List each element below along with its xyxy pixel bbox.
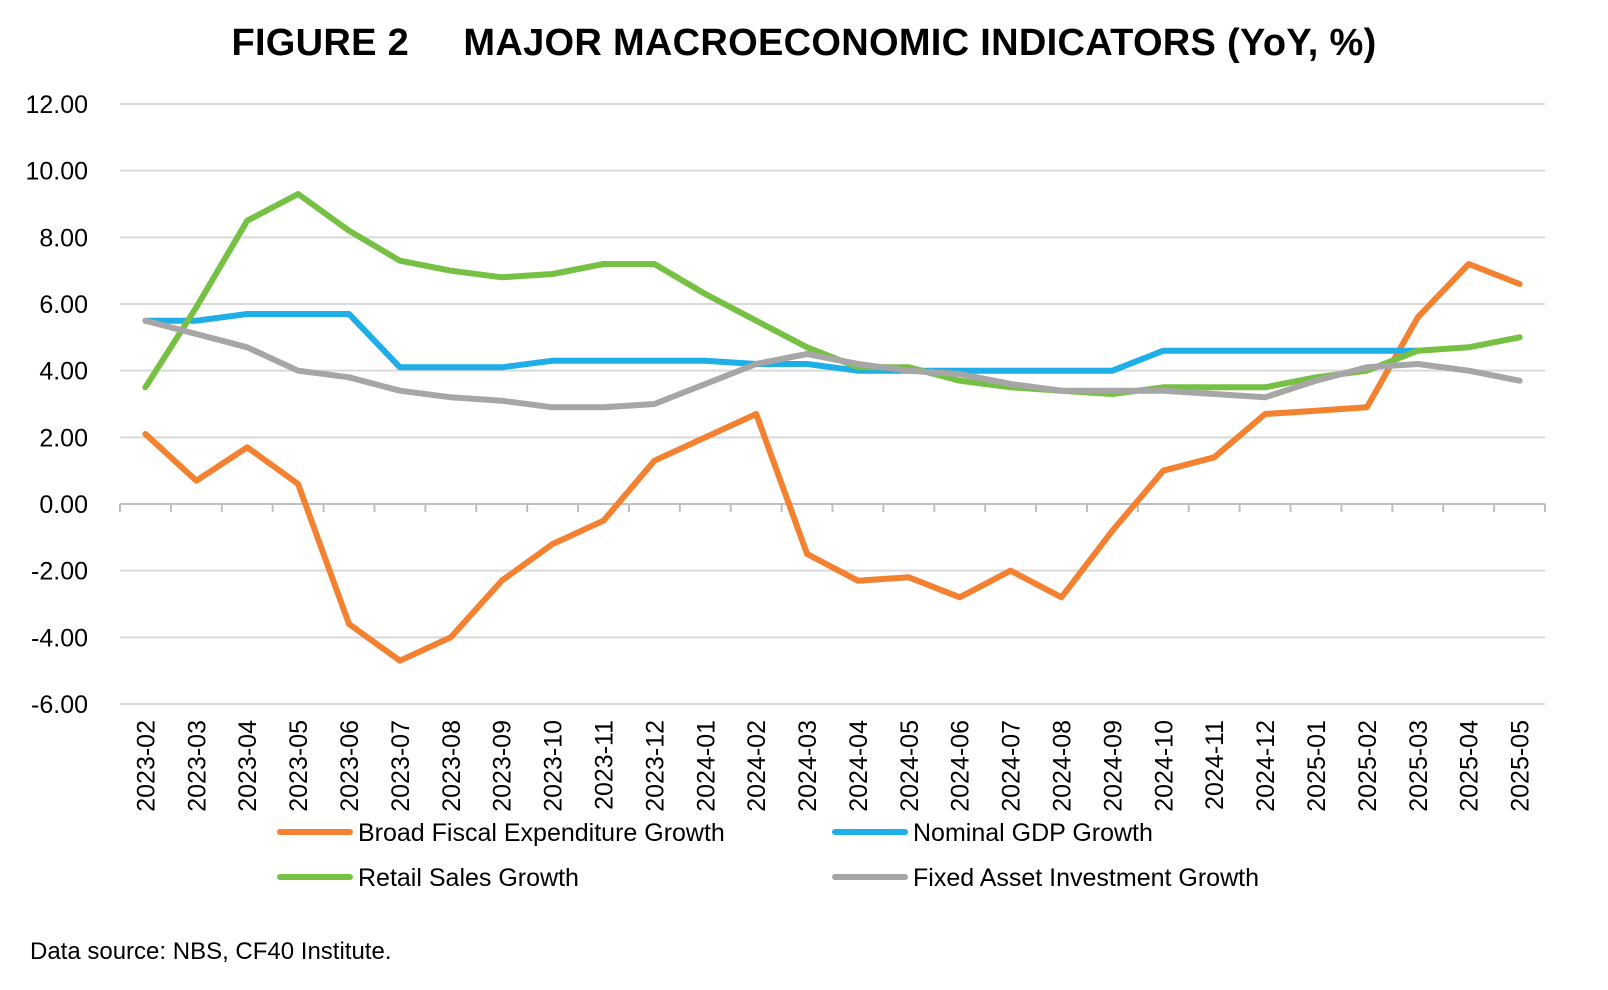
series-line-2: [142, 311, 1421, 374]
x-tick-label: 2023-06: [336, 720, 364, 812]
y-tick-label: 10.00: [25, 158, 88, 186]
y-tick-label: 0.00: [39, 491, 88, 519]
legend-label: Retail Sales Growth: [358, 864, 579, 892]
x-tick-label: 2025-05: [1507, 720, 1535, 812]
x-tick-label: 2023-12: [641, 720, 669, 812]
x-tick-label: 2024-10: [1150, 720, 1178, 812]
x-tick-label: 2023-10: [540, 720, 568, 812]
x-tick-label: 2025-02: [1354, 720, 1382, 812]
series-line-4: [142, 317, 1523, 411]
x-axis-tick-labels: 2023-02 2023-03 2023-04 2023-05 2023-06 2023-…: [132, 720, 1534, 812]
x-axis: [119, 503, 1546, 512]
x-tick-label: 2024-09: [1099, 720, 1127, 812]
x-tick-label: 2024-01: [692, 720, 720, 812]
x-tick-label: 2023-05: [285, 720, 313, 812]
y-tick-label: -6.00: [31, 691, 88, 719]
x-tick-label: 2024-11: [1201, 720, 1229, 810]
x-tick-label: 2024-03: [794, 720, 822, 812]
series-lines: [142, 191, 1523, 664]
y-tick-label: 6.00: [39, 291, 88, 319]
x-tick-label: 2025-03: [1405, 720, 1433, 812]
x-tick-label: 2023-08: [438, 720, 466, 812]
x-tick-label: 2024-08: [1049, 720, 1077, 812]
x-tick-label: 2025-01: [1303, 720, 1331, 812]
x-tick-label: 2024-12: [1252, 720, 1280, 812]
legend: Broad Fiscal Expenditure Growth Nominal G…: [277, 819, 1259, 892]
x-tick-label: 2023-11: [590, 720, 618, 810]
x-tick-label: 2023-04: [234, 720, 262, 812]
gridlines: [120, 103, 1545, 705]
x-tick-label: 2025-04: [1456, 720, 1484, 812]
x-tick-label: 2024-04: [845, 720, 873, 812]
x-tick-label: 2023-09: [489, 720, 517, 812]
x-tick-label: 2023-07: [387, 720, 415, 812]
data-source-note: Data source: NBS, CF40 Institute.: [30, 938, 392, 965]
legend-label: Nominal GDP Growth: [913, 819, 1153, 847]
x-tick-label: 2023-02: [132, 720, 160, 812]
line-chart: 12.00 10.00 8.00 6.00 4.00 2.00 0.00 -2.00 -4.00…: [25, 91, 1546, 892]
y-tick-label: 12.00: [25, 91, 88, 119]
chart-title: FIGURE 2 MAJOR MACROECONOMIC INDICATORS …: [231, 22, 1377, 64]
y-tick-label: -2.00: [31, 558, 88, 586]
y-tick-label: 8.00: [39, 224, 88, 252]
x-tick-label: 2023-03: [183, 720, 211, 812]
y-tick-label: 4.00: [39, 358, 88, 386]
series-line-3: [142, 191, 1523, 397]
series-line-1: [142, 261, 1523, 664]
legend-label: Broad Fiscal Expenditure Growth: [358, 819, 725, 847]
x-tick-label: 2024-06: [947, 720, 975, 812]
x-tick-label: 2024-05: [896, 720, 924, 812]
legend-label: Fixed Asset Investment Growth: [913, 864, 1259, 892]
x-tick-label: 2024-07: [998, 720, 1026, 812]
y-axis-tick-labels: 12.00 10.00 8.00 6.00 4.00 2.00 0.00 -2.00 -4.00…: [25, 91, 88, 719]
y-tick-label: 2.00: [39, 424, 88, 452]
x-tick-label: 2024-02: [743, 720, 771, 812]
y-tick-label: -4.00: [31, 624, 88, 652]
